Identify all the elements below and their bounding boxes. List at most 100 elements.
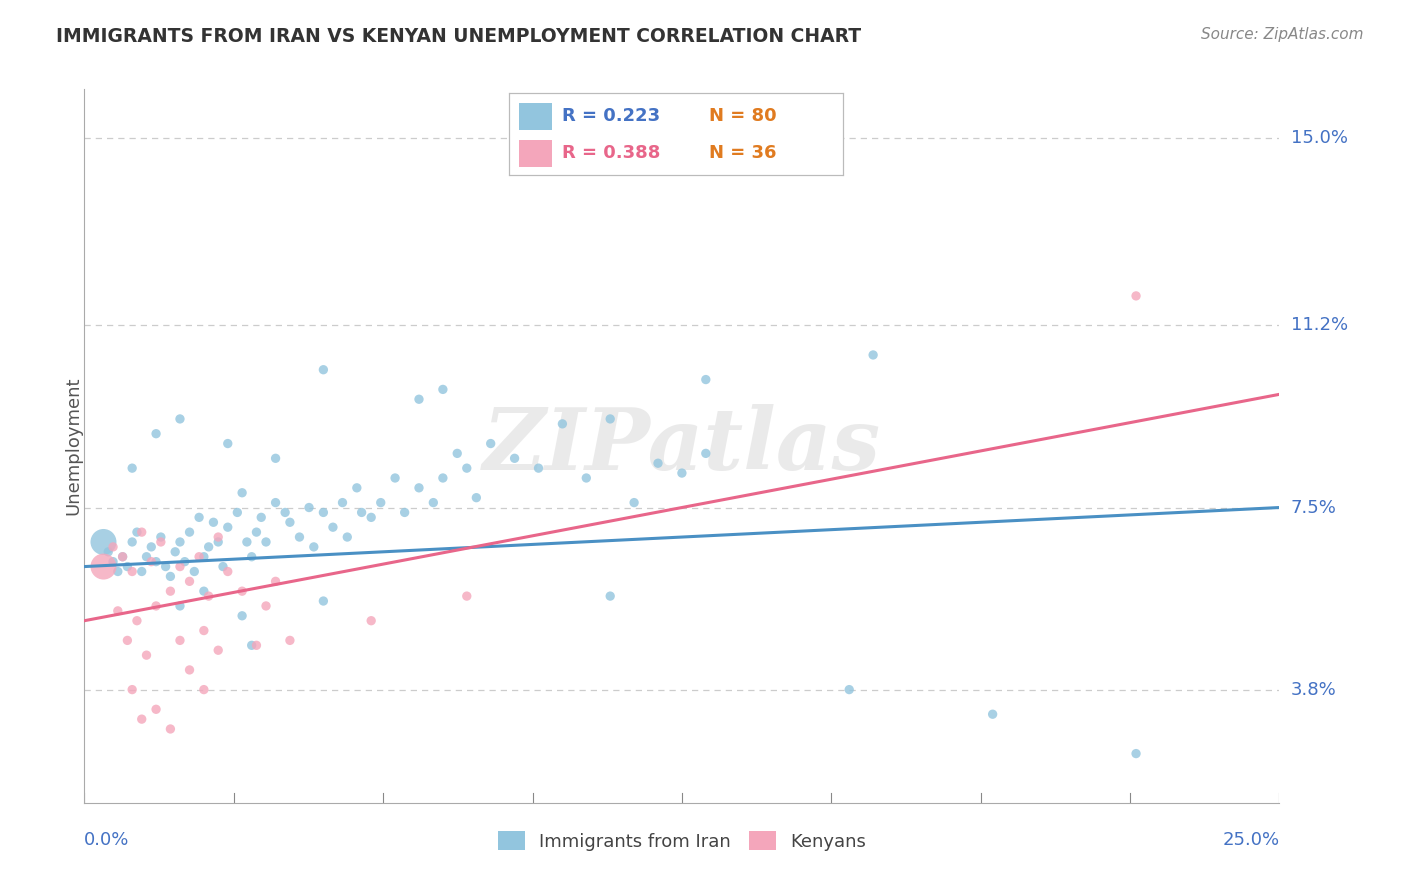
Point (159, 584, 181, 599)
Point (527, 461, 550, 475)
Point (862, 348, 884, 362)
Point (302, 540, 325, 554)
Text: 3.8%: 3.8% (1291, 681, 1336, 698)
Point (179, 574, 201, 589)
Point (231, 608, 253, 623)
Point (360, 614, 382, 628)
Point (432, 383, 454, 397)
Point (465, 491, 488, 505)
Point (446, 446, 468, 460)
Point (599, 412, 621, 426)
Point (169, 599, 191, 613)
Point (217, 565, 239, 579)
Point (169, 633, 191, 648)
Point (197, 540, 219, 554)
Point (408, 481, 430, 495)
Point (217, 520, 239, 534)
Point (111, 549, 134, 564)
Point (169, 559, 191, 574)
Point (159, 569, 181, 583)
Point (250, 510, 273, 524)
Point (288, 530, 311, 544)
Point (121, 682, 143, 697)
Point (240, 549, 263, 564)
Point (623, 495, 645, 509)
Point (97, 545, 120, 559)
Point (193, 584, 215, 599)
Point (350, 505, 373, 519)
Point (370, 495, 392, 509)
Point (169, 535, 191, 549)
Point (169, 412, 191, 426)
Text: 15.0%: 15.0% (1291, 129, 1347, 147)
Point (336, 530, 359, 544)
Point (479, 436, 502, 450)
Point (131, 525, 153, 540)
Point (254, 599, 277, 613)
Point (245, 638, 267, 652)
Point (264, 495, 287, 509)
Point (1125, 289, 1147, 303)
Point (145, 599, 167, 613)
Point (360, 510, 382, 524)
Point (695, 446, 717, 460)
Point (149, 530, 172, 544)
Text: IMMIGRANTS FROM IRAN VS KENYAN UNEMPLOYMENT CORRELATION CHART: IMMIGRANTS FROM IRAN VS KENYAN UNEMPLOYM… (56, 27, 862, 45)
Text: 7.5%: 7.5% (1291, 499, 1337, 516)
Point (264, 574, 287, 589)
Point (131, 712, 153, 726)
Point (193, 624, 215, 638)
Point (207, 643, 229, 657)
Point (117, 633, 139, 648)
Point (226, 505, 249, 519)
Point (193, 682, 215, 697)
Point (274, 505, 297, 519)
Point (188, 549, 211, 564)
Point (240, 638, 263, 652)
Point (332, 495, 354, 509)
Point (456, 461, 478, 475)
Point (217, 436, 239, 450)
Point (298, 500, 321, 515)
Point (145, 555, 167, 569)
Point (312, 594, 335, 608)
Point (671, 466, 693, 480)
Point (155, 559, 177, 574)
Point (121, 461, 143, 475)
Point (202, 516, 225, 530)
Point (231, 584, 253, 599)
Point (422, 495, 444, 509)
Point (93, 535, 115, 549)
Point (183, 565, 205, 579)
Point (312, 362, 335, 376)
Text: Source: ZipAtlas.com: Source: ZipAtlas.com (1201, 27, 1364, 42)
Text: ZIPatlas: ZIPatlas (482, 404, 882, 488)
Point (111, 549, 134, 564)
Point (179, 663, 201, 677)
Point (207, 530, 229, 544)
Point (384, 471, 406, 485)
Point (599, 589, 621, 603)
Point (695, 373, 717, 387)
Point (135, 549, 157, 564)
Point (145, 702, 167, 716)
Point (101, 555, 124, 569)
Point (125, 525, 148, 540)
Point (121, 565, 143, 579)
Text: 0.0%: 0.0% (84, 831, 129, 849)
Point (575, 471, 598, 485)
Point (408, 392, 430, 407)
Point (312, 505, 335, 519)
Point (278, 633, 301, 648)
Point (179, 525, 201, 540)
Text: 25.0%: 25.0% (1222, 831, 1279, 849)
Point (193, 549, 215, 564)
Point (135, 648, 157, 662)
Point (107, 604, 129, 618)
Point (101, 540, 124, 554)
Point (346, 481, 368, 495)
Point (981, 707, 1004, 722)
Point (456, 589, 478, 603)
Point (236, 535, 259, 549)
Point (322, 520, 344, 534)
